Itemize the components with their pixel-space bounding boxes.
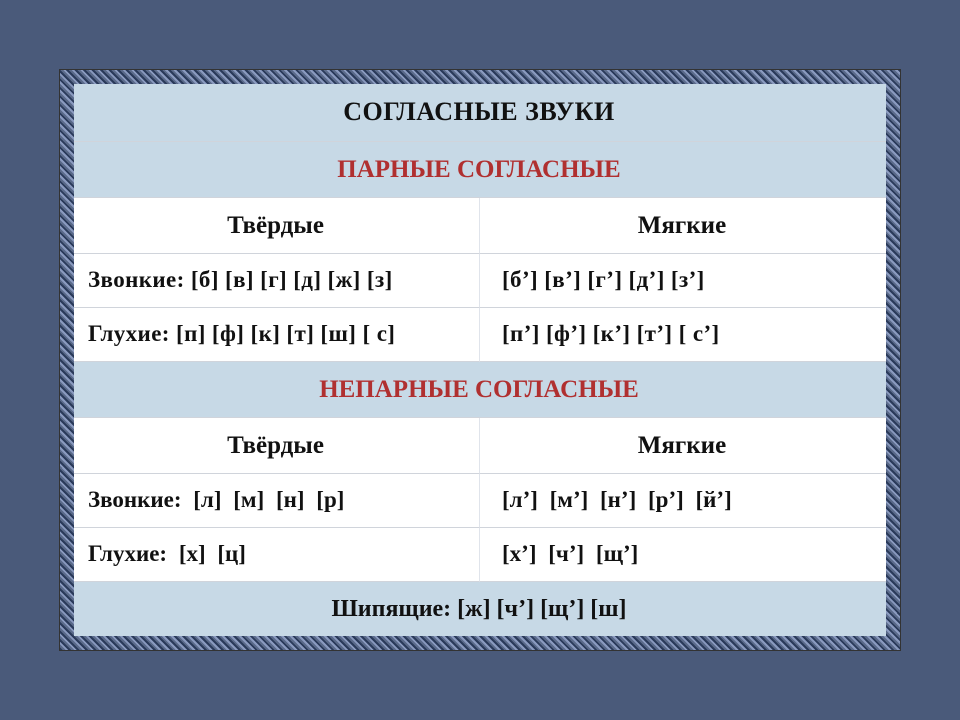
section2-row-0: Звонкие: [л] [м] [н] [р] [л’] [м’] [н’] … — [74, 474, 886, 528]
section2-row0-right: [л’] [м’] [н’] [р’] [й’] — [480, 474, 886, 528]
section1-row-0: Звонкие: [б] [в] [г] [д] [ж] [з] [б’] [в… — [74, 254, 886, 308]
section2-row-1: Глухие: [х] [ц] [х’] [ч’] [щ’] — [74, 528, 886, 582]
section1-row1-right: [п’] [ф’] [к’] [т’] [ с’] — [480, 308, 886, 362]
section1-title: ПАРНЫЕ СОГЛАСНЫЕ — [74, 142, 886, 198]
table-title: СОГЛАСНЫЕ ЗВУКИ — [74, 84, 886, 142]
section2-row0-left: Звонкие: [л] [м] [н] [р] — [74, 474, 480, 528]
section1-col-right: Мягкие — [480, 198, 886, 254]
section2-row1-left: Глухие: [х] [ц] — [74, 528, 480, 582]
section2-title-row: НЕПАРНЫЕ СОГЛАСНЫЕ — [74, 362, 886, 418]
consonants-table: СОГЛАСНЫЕ ЗВУКИ ПАРНЫЕ СОГЛАСНЫЕ Твёрдые… — [60, 70, 900, 650]
section1-row-1: Глухие: [п] [ф] [к] [т] [ш] [ с] [п’] [ф… — [74, 308, 886, 362]
section1-title-row: ПАРНЫЕ СОГЛАСНЫЕ — [74, 142, 886, 198]
section1-row1-left: Глухие: [п] [ф] [к] [т] [ш] [ с] — [74, 308, 480, 362]
section2-columns-row: Твёрдые Мягкие — [74, 418, 886, 474]
section2-title: НЕПАРНЫЕ СОГЛАСНЫЕ — [74, 362, 886, 418]
footer-row: Шипящие: [ж] [ч’] [щ’] [ш] — [74, 582, 886, 636]
footer-text: Шипящие: [ж] [ч’] [щ’] [ш] — [74, 582, 886, 636]
section2-col-left: Твёрдые — [74, 418, 480, 474]
title-row: СОГЛАСНЫЕ ЗВУКИ — [74, 84, 886, 142]
section2-row1-right: [х’] [ч’] [щ’] — [480, 528, 886, 582]
section2-col-right: Мягкие — [480, 418, 886, 474]
section1-row0-right: [б’] [в’] [г’] [д’] [з’] — [480, 254, 886, 308]
section1-col-left: Твёрдые — [74, 198, 480, 254]
section1-columns-row: Твёрдые Мягкие — [74, 198, 886, 254]
section1-row0-left: Звонкие: [б] [в] [г] [д] [ж] [з] — [74, 254, 480, 308]
